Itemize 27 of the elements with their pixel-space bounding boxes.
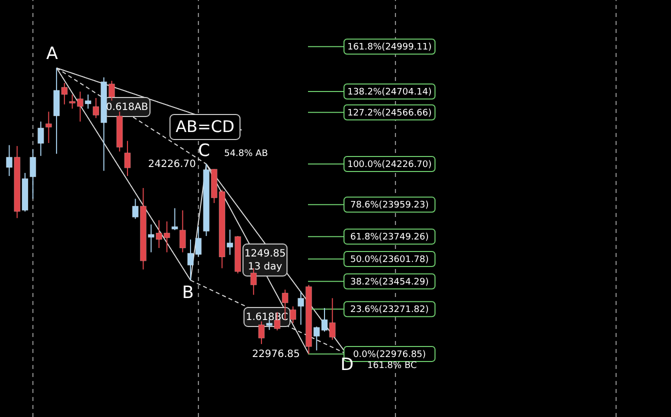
annotation: AB=CD <box>176 117 234 136</box>
annotation: 22976.85 <box>252 349 300 360</box>
ref-line-label: 50.0%(23601.78) <box>350 254 429 265</box>
annotation: 54.8% AB <box>224 149 268 159</box>
ref-line-label: 100.0%(24226.70) <box>347 160 432 170</box>
ref-line-label: 61.8%(23749.26) <box>350 232 429 243</box>
ref-line-label: 127.2%(24566.66) <box>347 108 432 118</box>
candlestick <box>38 121 44 156</box>
annotation: B <box>182 283 194 304</box>
ref-line-label: 78.6%(23959.23) <box>350 200 429 211</box>
annotation: 24226.70 <box>148 159 196 170</box>
annotation: C <box>198 141 210 162</box>
ref-line-label: 138.2%(24704.14) <box>347 87 432 98</box>
annotation: 1249.85 13 day <box>244 248 286 272</box>
candlestick <box>179 210 186 253</box>
candlestick <box>124 140 131 176</box>
candlestick <box>45 111 52 144</box>
ref-line-label: 23.6%(23271.82) <box>350 305 429 316</box>
annotation: D <box>340 354 354 375</box>
candlestick <box>290 306 296 324</box>
annotation: A <box>46 44 58 64</box>
candlestick <box>172 208 178 231</box>
text: 161.8% BC <box>367 361 417 371</box>
ref-line-label: 161.8%(24999.11) <box>347 42 432 53</box>
ref-line-label: 38.2%(23454.29) <box>350 277 429 288</box>
candlestick <box>30 148 36 200</box>
ref-line-label: 0.0%(22976.85) <box>353 350 426 360</box>
